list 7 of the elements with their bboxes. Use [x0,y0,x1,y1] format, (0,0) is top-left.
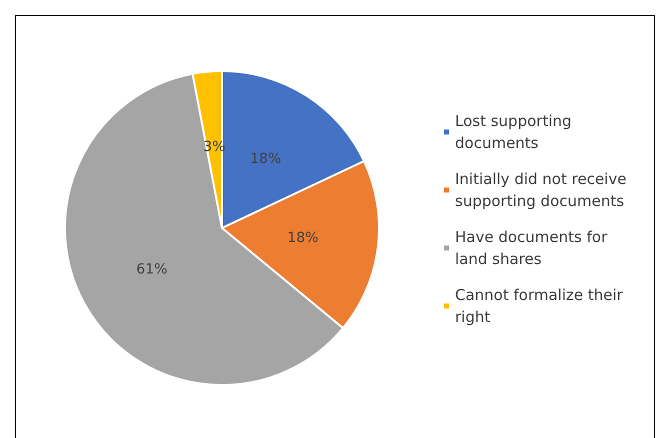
legend-label: Cannot formalize their right [455,286,628,326]
data-label: 18% [287,230,318,246]
legend-label: Have documents for land shares [455,228,612,268]
legend-label: Initially did not receive supporting documents [455,170,632,210]
data-label: 61% [136,261,168,278]
legend-label: Lost supporting documents [455,112,576,152]
data-label: 18% [250,151,282,168]
